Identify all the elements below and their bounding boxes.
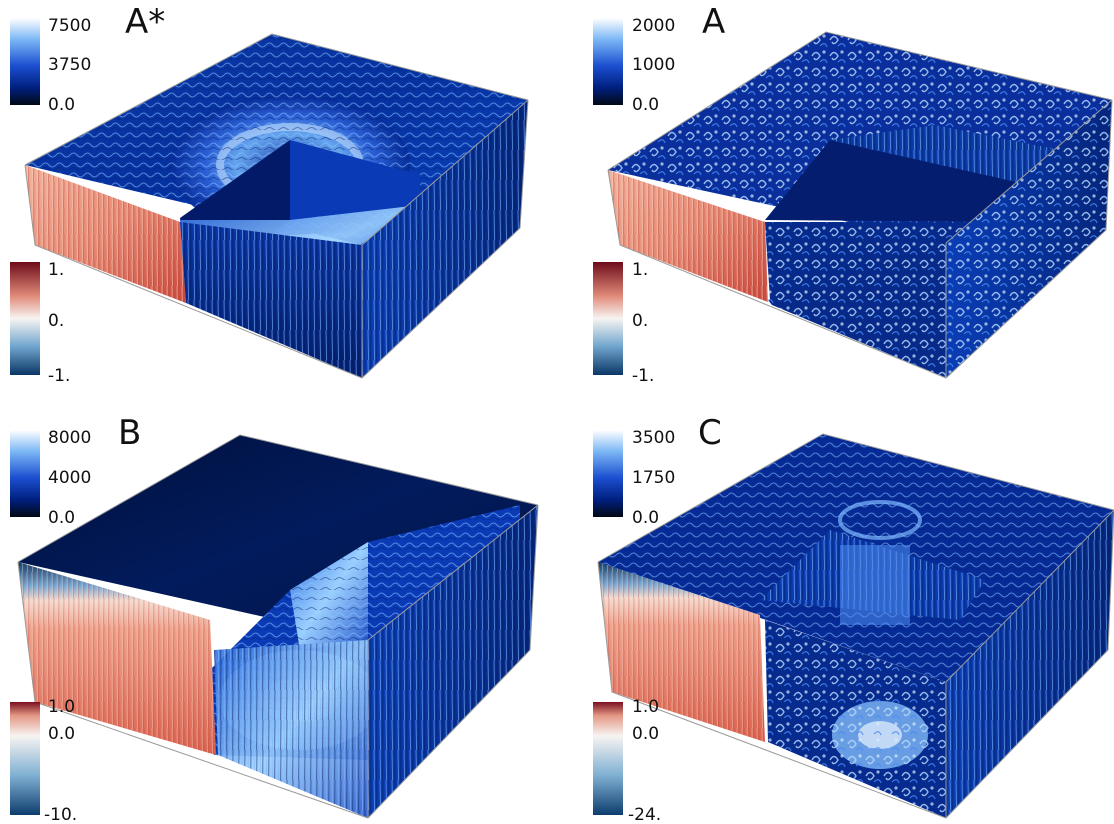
colorbar-tick: 3750 — [48, 55, 91, 75]
colorbar-tick: 1750 — [632, 468, 675, 488]
colorbar-tick: 0.0 — [632, 95, 659, 115]
colorbar-bottom — [10, 262, 40, 375]
colorbar-top — [593, 430, 623, 517]
panel-title: A — [702, 2, 725, 42]
colorbar-bottom — [593, 702, 623, 815]
colorbar-tick: 2000 — [632, 16, 675, 36]
box-render — [24, 33, 529, 379]
box-render — [607, 31, 1113, 379]
colorbar-tick: 4000 — [48, 468, 91, 488]
colorbar-tick: 1.0 — [632, 697, 659, 717]
colorbar-tick: -10. — [44, 805, 77, 824]
colorbar-tick: -1. — [48, 366, 70, 386]
colorbar-tick: 0.0 — [48, 724, 75, 744]
colorbar-tick: 0.0 — [48, 95, 75, 115]
colorbar-bottom — [10, 702, 40, 815]
colorbar-tick: 0. — [632, 311, 648, 331]
colorbar-tick: 0.0 — [632, 724, 659, 744]
panel-b: B 8000 4000 0.0 1.0 0.0 -10. — [10, 413, 539, 824]
colorbar-tick: 3500 — [632, 428, 675, 448]
colorbar-tick: 7500 — [48, 16, 91, 36]
colorbar-top — [10, 18, 40, 105]
panel-c: C 3500 1750 0.0 1.0 0.0 -24. — [593, 413, 1114, 824]
colorbar-tick: 0. — [48, 311, 64, 331]
panel-title: A* — [125, 2, 165, 42]
panel-a: A 2000 1000 0.0 1. 0. -1. — [593, 2, 1113, 386]
panel-title: C — [698, 413, 722, 453]
colorbar-tick: 1. — [632, 260, 648, 280]
box-render — [597, 433, 1114, 819]
colorbar-tick: 1000 — [632, 55, 675, 75]
colorbar-top — [10, 430, 40, 517]
colorbar-top — [593, 18, 623, 105]
colorbar-tick: -1. — [632, 366, 654, 386]
panel-title: B — [118, 413, 141, 453]
colorbar-tick: 8000 — [48, 428, 91, 448]
box-render — [17, 434, 539, 819]
colorbar-tick: 0.0 — [632, 508, 659, 528]
colorbar-bottom — [593, 262, 623, 375]
colorbar-tick: 1. — [48, 260, 64, 280]
colorbar-tick: -24. — [628, 805, 661, 824]
colorbar-tick: 0.0 — [48, 508, 75, 528]
colorbar-tick: 1.0 — [48, 697, 75, 717]
panel-a-star: A* 7500 3750 0.0 1. 0. -1. — [10, 2, 529, 386]
